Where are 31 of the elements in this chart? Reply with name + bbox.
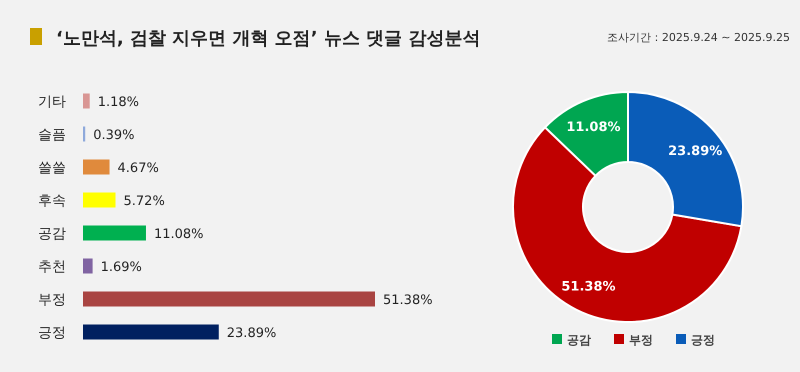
data-label: 1.18% (98, 95, 140, 110)
bar (83, 94, 90, 108)
data-label: 1.69% (100, 260, 142, 275)
bar (83, 226, 146, 240)
y-tick-label: 공감 (38, 226, 66, 242)
y-tick-label: 기타 (38, 94, 66, 110)
chart-title: ‘노만석, 검찰 지우면 개혁 오점’ 뉴스 댓글 감성분석 (56, 28, 480, 49)
legend-label: 부정 (629, 333, 653, 347)
data-label: 11.08% (154, 227, 204, 242)
data-label: 5.72% (124, 194, 165, 209)
data-label: 4.67% (118, 161, 159, 176)
legend-label: 공감 (567, 333, 591, 347)
bar (83, 192, 116, 208)
data-label: 51.38% (561, 280, 616, 295)
legend-label: 긍정 (691, 333, 715, 347)
y-tick-label: 긍정 (38, 325, 66, 341)
data-label: 23.89% (226, 326, 276, 341)
data-label: 23.89% (668, 144, 722, 160)
data-label: 0.39% (93, 128, 135, 143)
chart-subtitle: 조사기간 : 2025.9.24 ~ 2025.9.25 (607, 31, 790, 44)
y-tick-label: 후속 (38, 193, 66, 209)
data-label: 11.08% (566, 120, 621, 136)
data-label: 51.38% (383, 293, 433, 308)
bar (83, 160, 110, 174)
y-tick-label: 부정 (38, 292, 66, 308)
y-tick-label: 추천 (38, 259, 66, 275)
bar (83, 258, 93, 274)
bar (83, 292, 375, 306)
y-tick-label: 쓸쓸 (38, 160, 66, 176)
y-tick-label: 슬픔 (38, 127, 66, 143)
bar (83, 324, 219, 340)
